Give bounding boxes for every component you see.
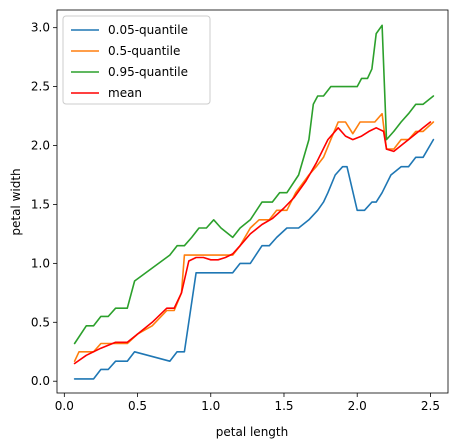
y-tick-label: 1.5: [31, 197, 50, 211]
y-tick-label: 0.5: [31, 315, 50, 329]
x-tick-label: 1.0: [201, 399, 220, 413]
plot-frame: [56, 9, 449, 394]
y-axis-label: petal width: [9, 168, 23, 235]
legend: 0.05-quantile 0.5-quantile 0.95-quantile me…: [62, 15, 211, 105]
series-line-1: [73, 112, 435, 363]
series-line-2: [73, 24, 435, 345]
series-line-3: [73, 121, 432, 365]
legend-box: [62, 15, 211, 105]
y-tick-label: 1.0: [31, 256, 50, 270]
x-tick-label: 2.0: [348, 399, 367, 413]
legend-entry-1: 0.5-quantile: [108, 44, 180, 58]
legend-entry-0: 0.05-quantile: [108, 23, 188, 37]
legend-entry-2: 0.95-quantile: [108, 65, 188, 79]
x-axis: 0.0 0.5 1.0 1.5 2.0 2.5: [55, 393, 440, 413]
x-tick-label: 1.5: [274, 399, 293, 413]
x-tick-label: 2.5: [421, 399, 440, 413]
y-axis: 0.0 0.5 1.0 1.5 2.0 2.5 3.0: [31, 21, 57, 388]
plot-lines: [73, 24, 435, 380]
x-axis-label: petal length: [216, 425, 288, 439]
y-tick-label: 3.0: [31, 21, 50, 35]
y-tick-label: 0.0: [31, 374, 50, 388]
x-tick-label: 0.0: [55, 399, 74, 413]
series-line-0: [73, 138, 435, 380]
y-tick-label: 2.5: [31, 80, 50, 94]
y-tick-label: 2.0: [31, 139, 50, 153]
x-tick-label: 0.5: [128, 399, 147, 413]
legend-entry-3: mean: [108, 86, 142, 100]
